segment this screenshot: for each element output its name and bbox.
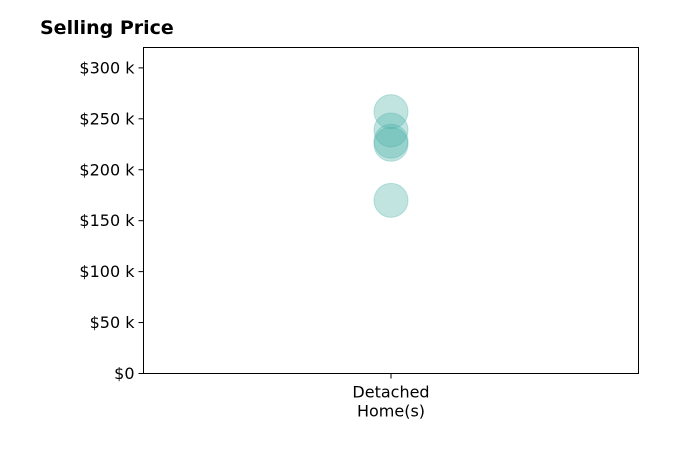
y-tick-label: $200 k bbox=[79, 160, 135, 179]
scatter-point bbox=[373, 123, 409, 159]
scatter-point bbox=[373, 126, 409, 162]
y-tick-label: $50 k bbox=[90, 313, 136, 332]
y-axis: $0 $50 k $100 k $150 k $200 k $250 k $300 k bbox=[79, 58, 144, 383]
x-axis: Detached Home(s) bbox=[352, 373, 430, 421]
x-tick-label: Detached Home(s) bbox=[352, 383, 429, 421]
x-tick-label-line: Detached bbox=[352, 383, 429, 402]
scatter-point bbox=[373, 182, 409, 218]
chart-title: Selling Price bbox=[40, 17, 174, 39]
y-tick-label: $0 bbox=[114, 364, 134, 383]
y-tick-label: $100 k bbox=[79, 262, 135, 281]
scatter-point bbox=[373, 94, 409, 130]
y-tick-label: $300 k bbox=[79, 58, 135, 77]
scatter-point bbox=[373, 112, 409, 148]
x-tick-label-line: Home(s) bbox=[357, 402, 425, 421]
points-layer bbox=[373, 94, 409, 218]
y-tick-label: $150 k bbox=[79, 211, 135, 230]
y-tick-label: $250 k bbox=[79, 109, 135, 128]
